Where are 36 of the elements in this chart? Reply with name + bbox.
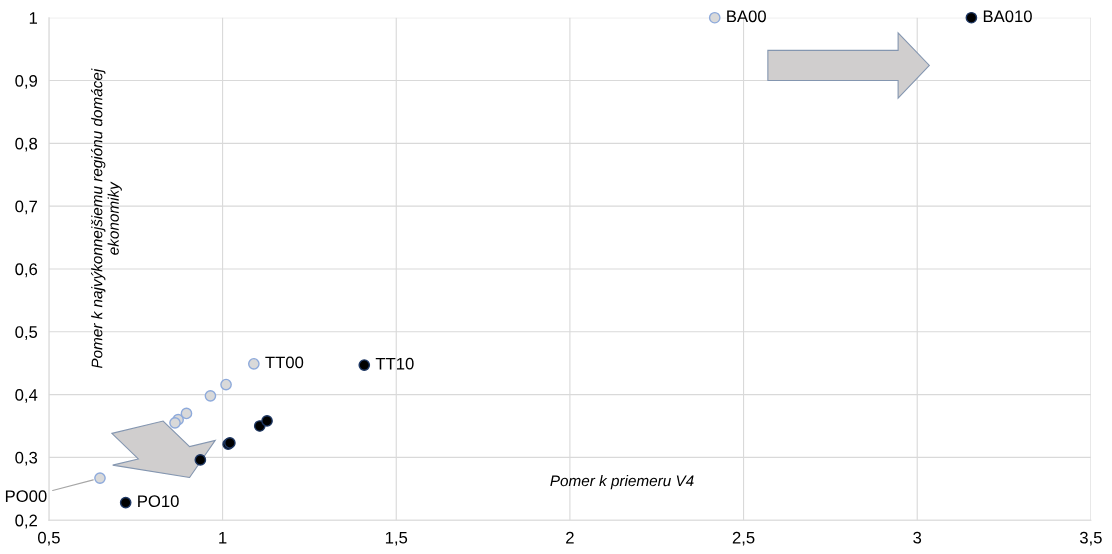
x-tick-label: 3,5 [1079, 531, 1102, 546]
point [261, 415, 273, 427]
x-tick-label: 0,5 [38, 531, 60, 546]
y-tick-label: 0,9 [15, 74, 38, 89]
point [194, 454, 207, 466]
x-tick-label: 2 [566, 531, 574, 544]
point [119, 496, 132, 509]
x-tick-label: 2,5 [732, 531, 755, 546]
y-tick-label: 0,8 [15, 137, 38, 152]
x-tick-label: 1 [219, 531, 227, 544]
annotation: BA00 [727, 10, 766, 23]
x-axis-title: Pomer k priemeru V4 [550, 474, 694, 490]
point [94, 472, 106, 484]
point [708, 11, 721, 24]
y-tick-label: 0,5 [15, 326, 38, 340]
point [204, 389, 217, 402]
annotation: PO10 [138, 495, 179, 508]
y-tick-label: 0,4 [15, 388, 38, 403]
point [169, 417, 181, 429]
annotation: PO00 [5, 490, 47, 503]
point [358, 359, 371, 371]
point [220, 378, 232, 391]
point [247, 357, 260, 370]
y-tick-label: 0,6 [15, 263, 38, 278]
y-tick-label: 1 [29, 12, 37, 24]
x-tick-label: 1,5 [385, 531, 408, 546]
y-tick-label: 0,2 [15, 514, 37, 529]
y-axis-title: Pomer k najvýkonnejšiemu regiónu domácej ekonomiky [90, 68, 122, 369]
x-tick-label: 3 [913, 531, 922, 544]
y-tick-label: 0,7 [15, 200, 37, 215]
annotation: TT00 [265, 356, 304, 369]
point [180, 407, 193, 420]
annotation: TT10 [375, 357, 414, 370]
y-tick-label: 0,3 [15, 451, 38, 466]
annotation: BA010 [983, 10, 1032, 23]
point [965, 11, 978, 24]
